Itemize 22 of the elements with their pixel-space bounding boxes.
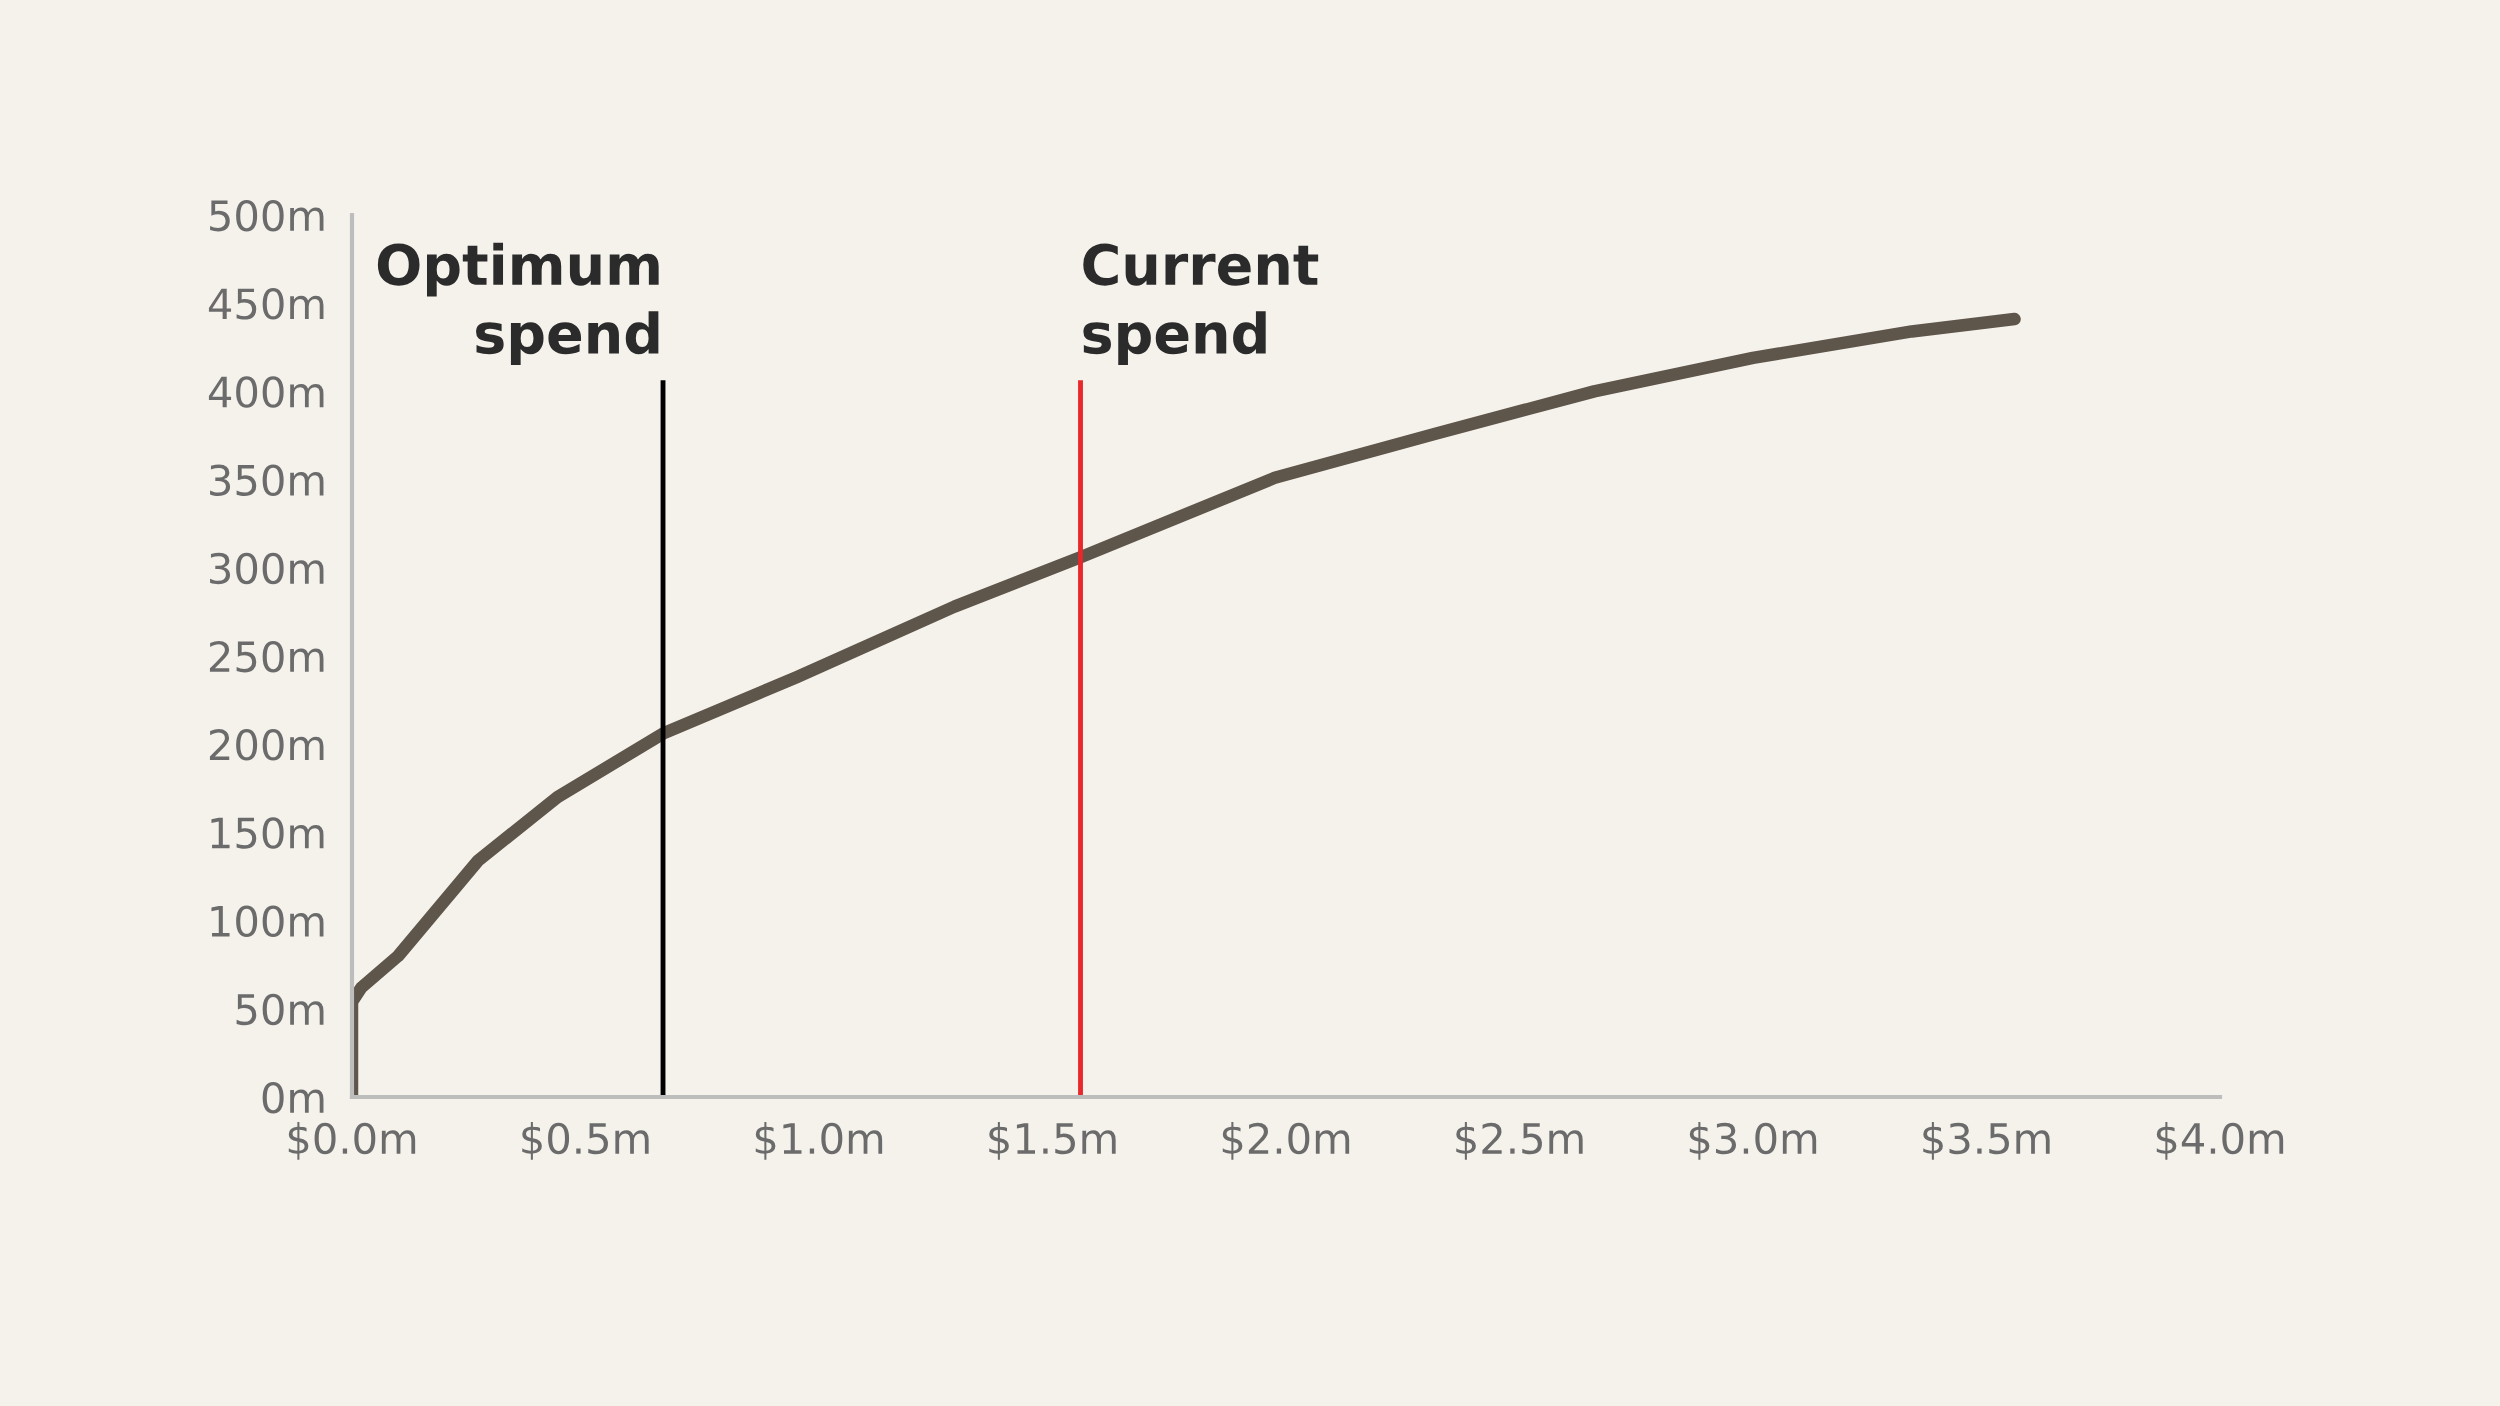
x-tick-label: $2.5m <box>1456 1122 1583 1160</box>
y-tick-label: 250m <box>209 640 324 673</box>
ref-line-label: Optimum spend <box>377 242 659 365</box>
y-tick-label: 500m <box>210 199 324 232</box>
x-tick-label: $2.0m <box>1222 1122 1350 1160</box>
y-tick-label: 400m <box>208 376 324 408</box>
y-tick-label: 100m <box>211 905 324 938</box>
y-tick-label: 450m <box>208 288 324 320</box>
x-tick-label: $0.5m <box>522 1122 649 1160</box>
x-tick-label: $1.5m <box>989 1122 1116 1160</box>
x-tick-label: $4.0m <box>2156 1122 2284 1160</box>
x-tick-label: $1.0m <box>755 1122 883 1160</box>
y-tick-label: 0m <box>262 1081 324 1114</box>
x-tick-label: $0.0m <box>288 1122 416 1160</box>
x-tick-label: $3.0m <box>1689 1122 1817 1160</box>
y-tick-label: 300m <box>210 552 324 585</box>
ref-line-label: Current spend <box>1083 243 1319 365</box>
y-tick-label: 350m <box>210 464 324 497</box>
y-tick-label: 50m <box>236 993 324 1026</box>
x-tick-label: $3.5m <box>1923 1122 2050 1160</box>
y-tick-label: 150m <box>211 817 324 849</box>
y-tick-label: 200m <box>209 729 324 761</box>
